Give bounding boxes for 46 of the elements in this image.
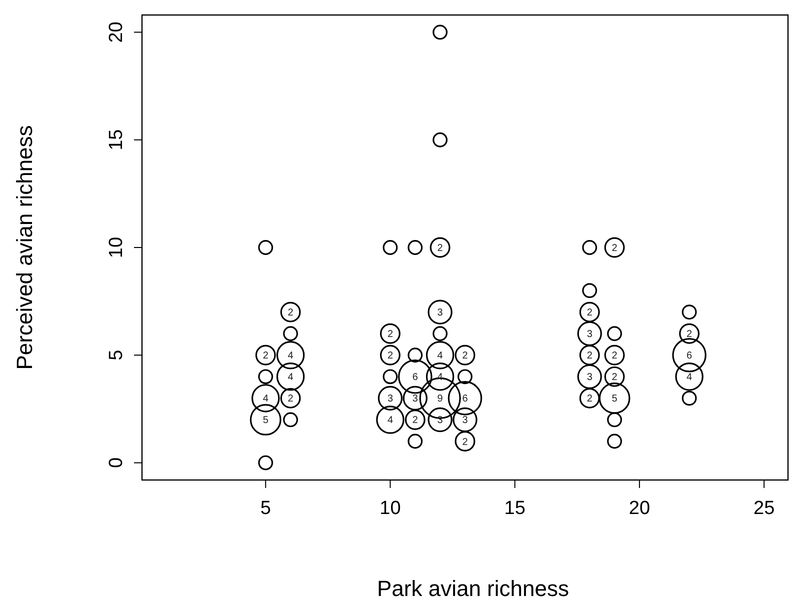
annotation: 2 [462, 350, 468, 362]
annotation: 4 [288, 350, 294, 362]
x-axis-title: Park avian richness [377, 576, 569, 601]
x-tick-label: 10 [380, 498, 401, 519]
x-tick-label: 25 [754, 498, 775, 519]
annotation: 3 [586, 329, 593, 340]
annotation: 2 [288, 394, 294, 405]
annotation: 2 [586, 350, 593, 362]
y-tick-label: 15 [106, 129, 127, 150]
annotation: 2 [686, 329, 693, 340]
annotation: 9 [437, 394, 444, 405]
annotation: 2 [586, 394, 593, 405]
annotation: 6 [412, 372, 418, 384]
annotation: 2 [586, 308, 593, 319]
annotation: 2 [612, 350, 618, 362]
annotation: 4 [686, 372, 693, 384]
annotation: 4 [262, 394, 269, 405]
annotation: 6 [686, 350, 693, 362]
x-tick-label: 20 [628, 498, 650, 519]
y-axis-title: Perceived avian richness [12, 125, 37, 370]
annotation: 3 [437, 308, 444, 319]
annotation: 4 [387, 415, 394, 426]
annotation: 2 [612, 372, 618, 384]
y-tick-label: 0 [106, 457, 127, 468]
x-tick-label: 5 [260, 498, 271, 519]
y-tick-label: 20 [106, 22, 127, 43]
annotation: 2 [288, 308, 294, 319]
annotation: 5 [262, 415, 269, 426]
y-tick-label: 5 [106, 350, 127, 360]
annotation: 6 [462, 394, 468, 405]
annotation: 3 [586, 372, 593, 384]
annotation: 3 [462, 415, 468, 426]
annotation: 2 [262, 350, 269, 362]
annotation: 3 [412, 394, 418, 405]
annotation: 2 [387, 329, 394, 340]
annotation: 5 [612, 394, 618, 405]
annotation: 2 [612, 243, 618, 254]
annotation: 2 [437, 243, 444, 254]
x-tick-label: 15 [504, 498, 526, 519]
annotation: 4 [437, 350, 444, 362]
y-tick-label: 10 [106, 236, 127, 258]
annotation: 3 [387, 394, 394, 405]
annotation: 2 [462, 436, 468, 448]
annotation: 2 [387, 350, 394, 362]
annotation: 2 [412, 415, 418, 426]
annotation: 4 [288, 372, 294, 384]
